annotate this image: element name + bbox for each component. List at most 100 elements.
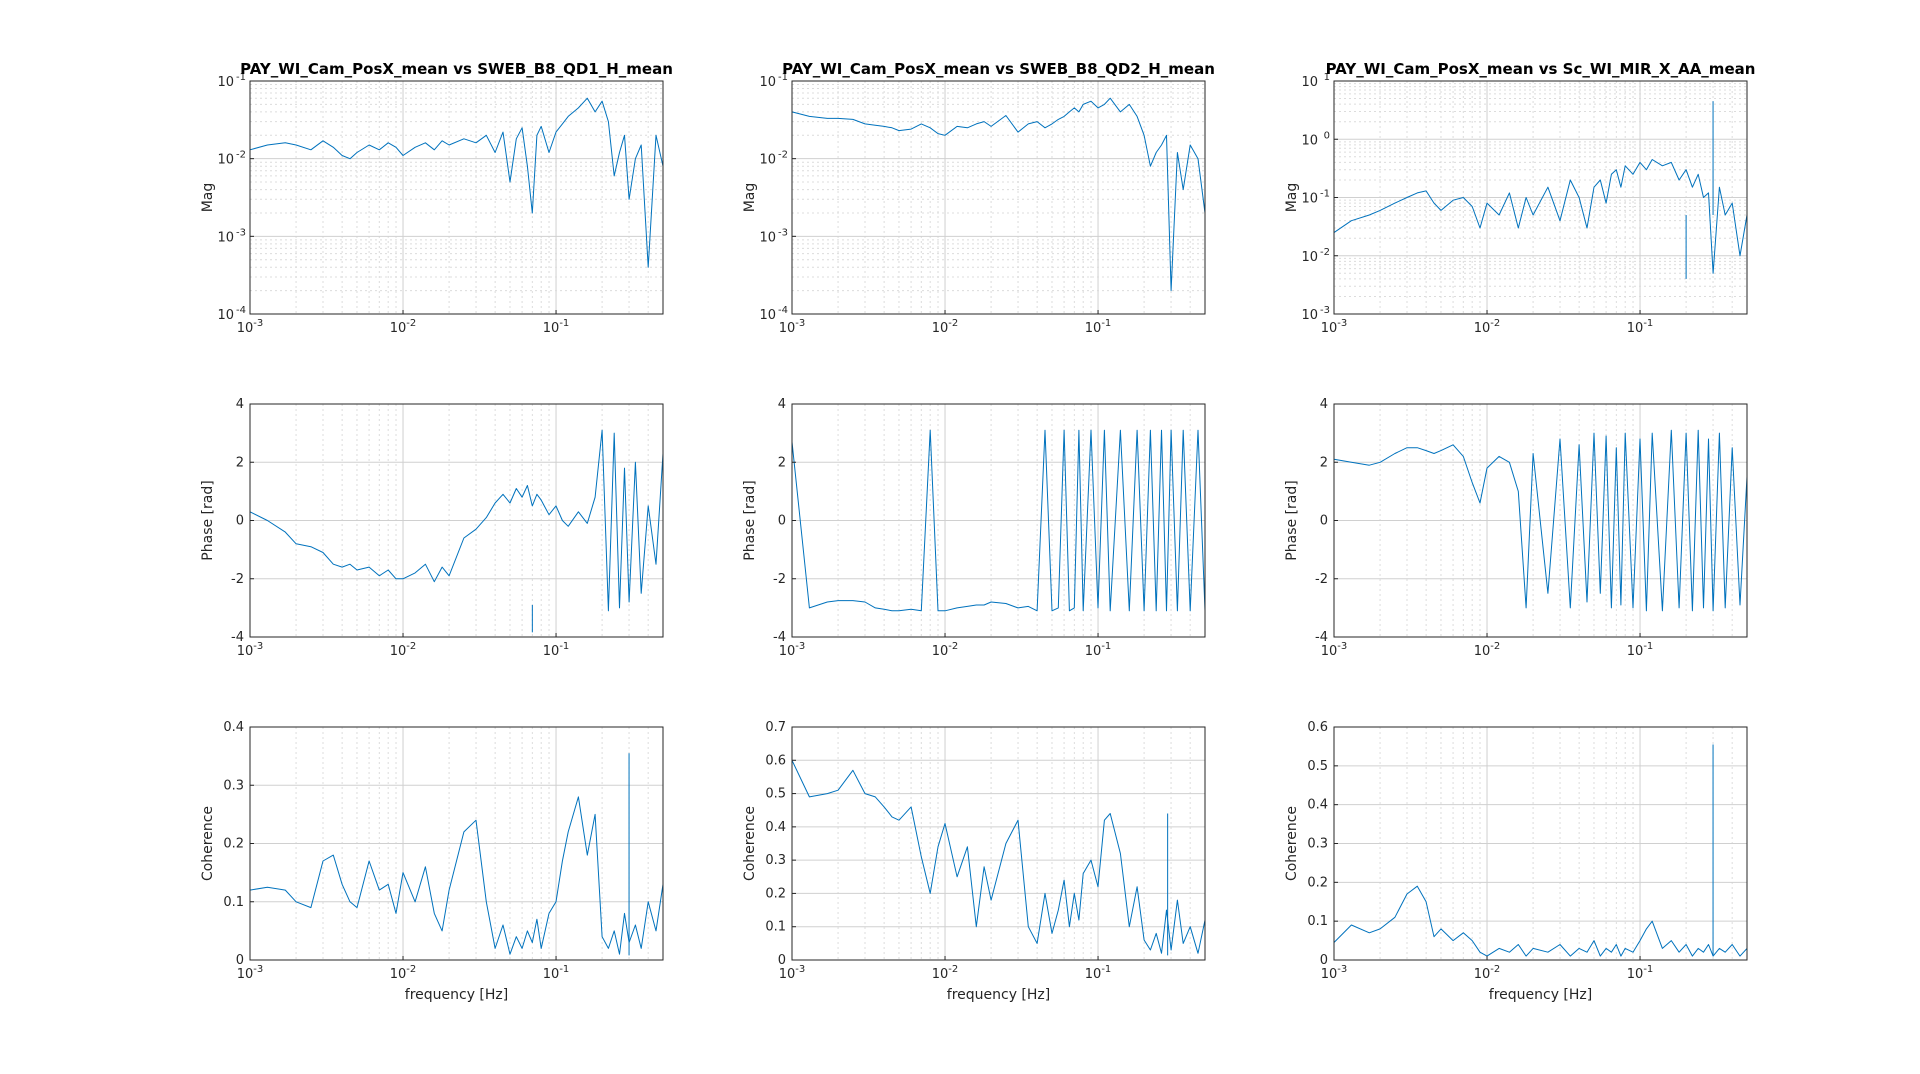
- y-tick-label: 0.1: [223, 895, 244, 910]
- y-tick-base: 10: [1301, 308, 1318, 323]
- y-tick-exponent: -2: [236, 150, 246, 161]
- y-tick-label: 2: [778, 455, 786, 470]
- x-tick-label: 10-1: [1627, 641, 1654, 659]
- y-tick-base: 10: [217, 153, 234, 168]
- y-tick-exponent: -3: [236, 227, 246, 238]
- x-tick-label: 10-1: [1627, 964, 1654, 982]
- x-tick-label: 10-3: [779, 964, 806, 982]
- y-tick-label: 0.2: [1307, 875, 1328, 890]
- y-tick-exponent: -4: [778, 305, 788, 316]
- y-tick-label: 4: [236, 397, 244, 412]
- y-tick-exponent: -3: [1320, 305, 1330, 316]
- chart-title: PAY_WI_Cam_PosX_mean vs SWEB_B8_QD2_H_me…: [782, 60, 1215, 78]
- chart-title: PAY_WI_Cam_PosX_mean vs SWEB_B8_QD1_H_me…: [240, 60, 673, 78]
- x-tick-base: 10: [779, 321, 796, 336]
- x-tick-label: 10-2: [1474, 318, 1501, 336]
- y-tick-label: 0: [778, 514, 786, 529]
- x-tick-base: 10: [932, 644, 949, 659]
- x-tick-label: 10-1: [1085, 318, 1112, 336]
- x-tick-exponent: -2: [948, 318, 958, 329]
- y-tick-exponent: -4: [236, 305, 246, 316]
- y-tick-base: 10: [1301, 192, 1318, 207]
- x-axis-label: frequency [Hz]: [947, 987, 1050, 1003]
- chart-panel-7: 10-3 10-2 10-100.10.20.30.40.50.60.7Cohere…: [742, 720, 1206, 1003]
- x-tick-exponent: -3: [1337, 641, 1347, 652]
- x-tick-base: 10: [1085, 644, 1102, 659]
- x-tick-label: 10-2: [390, 318, 417, 336]
- y-tick-label: 10: [759, 308, 776, 323]
- y-tick-label: 10: [759, 153, 776, 168]
- x-tick-label: 10-1: [543, 318, 570, 336]
- x-tick-base: 10: [1474, 967, 1491, 982]
- x-tick-base: 10: [1474, 644, 1491, 659]
- y-tick-label: 10: [1301, 75, 1318, 90]
- x-tick-exponent: -3: [1337, 318, 1347, 329]
- y-axis-label: Coherence: [200, 806, 216, 881]
- x-tick-base: 10: [1085, 321, 1102, 336]
- y-tick-label: -4: [1315, 630, 1328, 645]
- y-tick-base: 10: [759, 75, 776, 90]
- x-tick-label: 10-3: [1321, 641, 1348, 659]
- y-tick-label: 0.4: [765, 820, 786, 835]
- x-tick-label: 10-1: [1085, 964, 1112, 982]
- y-tick-label: 0: [1320, 953, 1328, 968]
- chart-title: PAY_WI_Cam_PosX_mean vs Sc_WI_MIR_X_AA_m…: [1326, 60, 1756, 78]
- y-axis-label: Phase [rad]: [1284, 480, 1300, 560]
- x-tick-base: 10: [932, 967, 949, 982]
- y-tick-exponent: -1: [236, 72, 246, 83]
- y-tick-exponent: 0: [1324, 130, 1330, 141]
- y-tick-label: 0: [1320, 514, 1328, 529]
- y-tick-label: 10: [1301, 133, 1318, 148]
- y-tick-label: 10: [217, 75, 234, 90]
- y-axis-label: Phase [rad]: [742, 480, 758, 560]
- y-tick-label: 0.4: [223, 720, 244, 735]
- y-tick-base: 10: [759, 153, 776, 168]
- y-axis-label: Coherence: [742, 806, 758, 881]
- x-tick-base: 10: [1321, 321, 1338, 336]
- x-tick-exponent: -1: [559, 318, 569, 329]
- y-axis-label: Mag: [200, 183, 216, 213]
- x-tick-label: 10-2: [932, 964, 959, 982]
- x-tick-base: 10: [1627, 644, 1644, 659]
- y-tick-label: 0: [236, 953, 244, 968]
- chart-panel-1: 10-3 10-2 10-110-410-310-210 -1PAY_WI_Cam_P…: [742, 60, 1215, 336]
- x-tick-exponent: -1: [1101, 318, 1111, 329]
- x-axis-label: frequency [Hz]: [405, 987, 508, 1003]
- x-tick-label: 10-1: [543, 641, 570, 659]
- y-tick-label: 0.1: [765, 920, 786, 935]
- x-tick-exponent: -3: [253, 964, 263, 975]
- x-tick-exponent: -2: [948, 964, 958, 975]
- y-tick-label: 0.3: [1307, 837, 1328, 852]
- x-tick-exponent: -1: [1101, 641, 1111, 652]
- x-tick-exponent: -1: [1101, 964, 1111, 975]
- x-tick-base: 10: [779, 644, 796, 659]
- x-tick-exponent: -2: [948, 641, 958, 652]
- y-tick-label: 0.6: [1307, 720, 1328, 735]
- y-tick-label: 0.3: [223, 778, 244, 793]
- y-tick-label: 4: [778, 397, 786, 412]
- y-tick-base: 10: [759, 308, 776, 323]
- x-tick-base: 10: [1474, 321, 1491, 336]
- y-tick-label: 4: [1320, 397, 1328, 412]
- x-tick-base: 10: [1085, 967, 1102, 982]
- x-tick-exponent: -2: [1490, 318, 1500, 329]
- y-tick-label: 0: [236, 514, 244, 529]
- x-tick-base: 10: [390, 644, 407, 659]
- y-tick-exponent: -2: [1320, 247, 1330, 258]
- y-tick-base: 10: [759, 230, 776, 245]
- y-tick-label: 10: [217, 308, 234, 323]
- y-tick-label: 2: [236, 455, 244, 470]
- x-tick-label: 10-3: [779, 318, 806, 336]
- x-tick-exponent: -3: [795, 964, 805, 975]
- x-tick-label: 10-3: [237, 964, 264, 982]
- x-tick-label: 10-2: [1474, 964, 1501, 982]
- x-tick-label: 10-2: [932, 641, 959, 659]
- y-tick-label: 0.5: [1307, 759, 1328, 774]
- x-tick-exponent: -1: [1643, 964, 1653, 975]
- y-tick-base: 10: [217, 230, 234, 245]
- axes-box: [791, 80, 1206, 315]
- y-tick-label: 0.2: [765, 886, 786, 901]
- x-tick-exponent: -2: [406, 641, 416, 652]
- chart-panel-6: 10-3 10-2 10-100.10.20.30.4Coherencefreque…: [200, 720, 664, 1003]
